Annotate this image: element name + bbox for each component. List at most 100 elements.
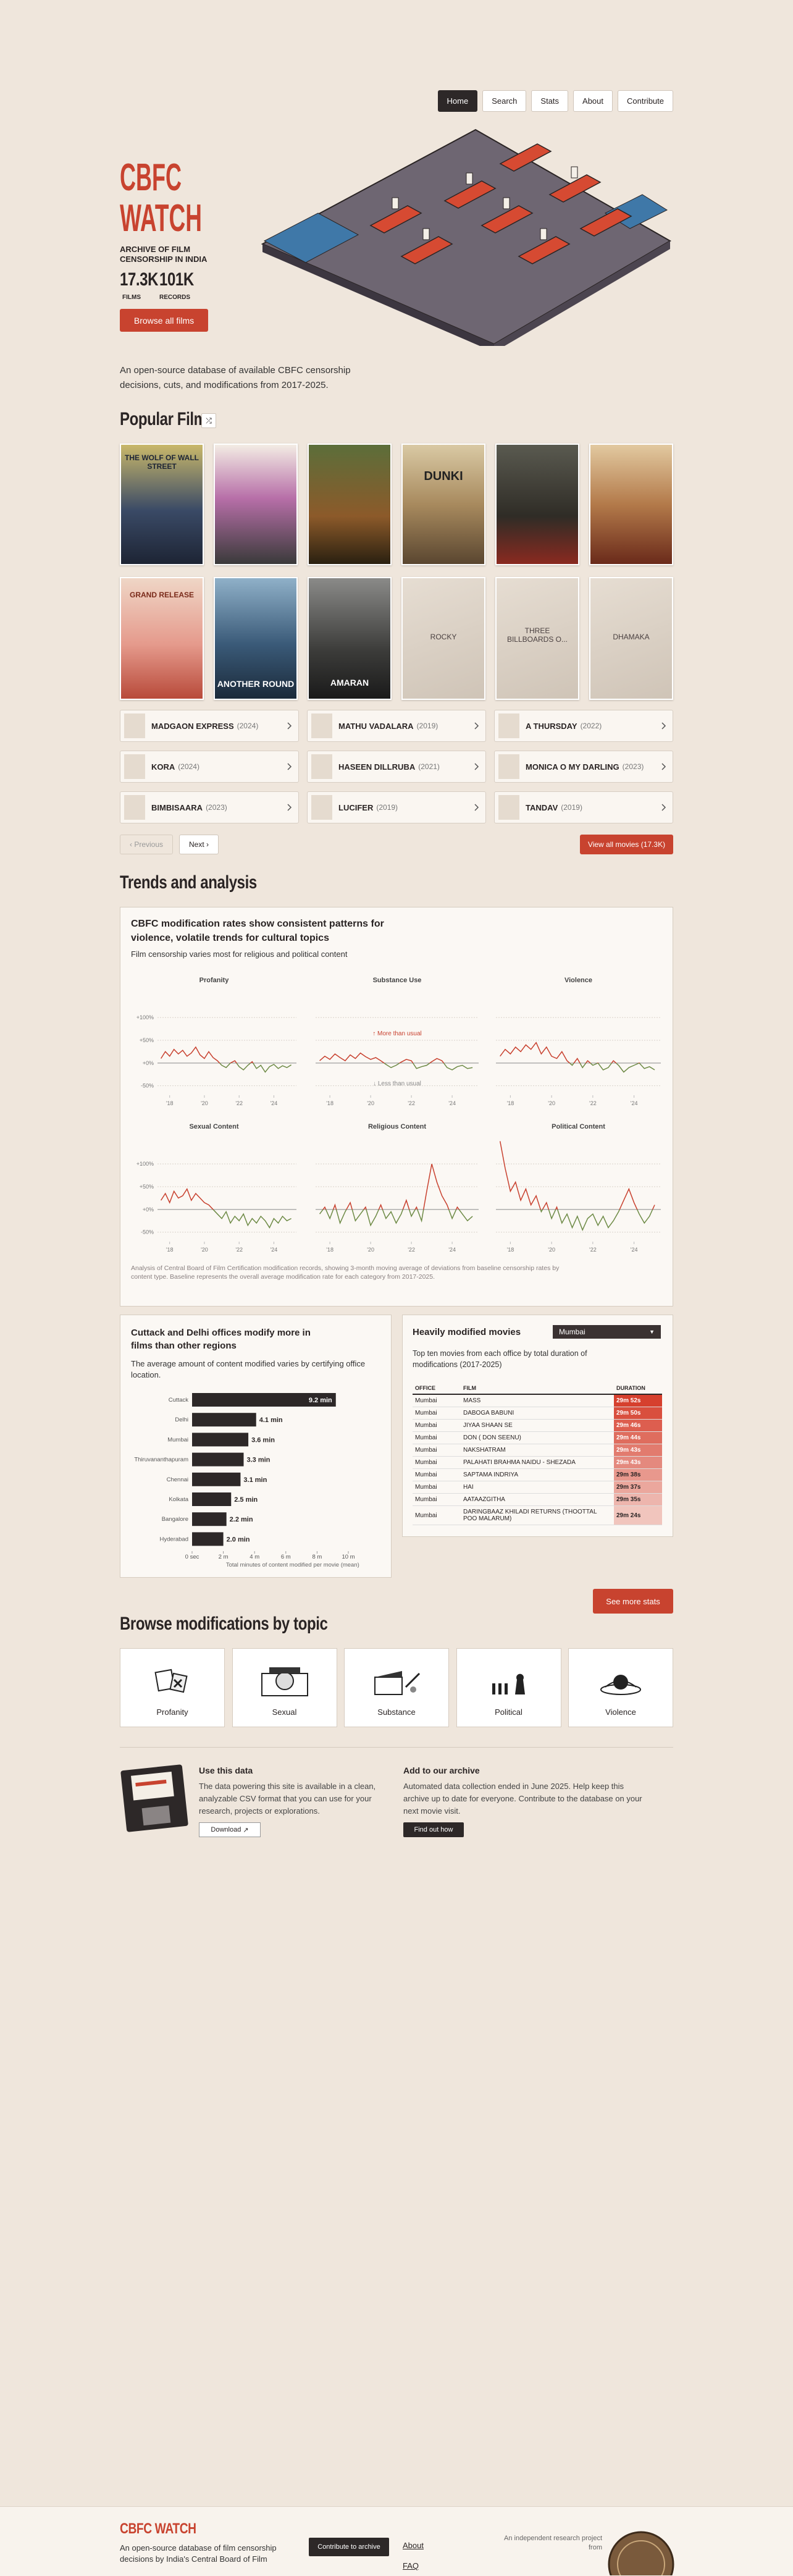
topic-card[interactable]: Profanity: [120, 1648, 225, 1727]
poster[interactable]: GRAND RELEASE: [120, 577, 204, 700]
poster[interactable]: [589, 444, 673, 565]
table-cell: Mumbai: [413, 1493, 461, 1506]
shuffle-button[interactable]: ⤮: [201, 413, 216, 428]
poster[interactable]: [495, 444, 579, 565]
film-year: (2019): [376, 803, 398, 812]
poster[interactable]: THE WOLF OF WALL STREET: [120, 444, 204, 565]
table-row: Mumbai NAKSHATRAM 29m 43s: [413, 1444, 662, 1457]
table-cell: Mumbai: [413, 1419, 461, 1432]
chevron-path: [474, 763, 479, 770]
topic-label: Violence: [605, 1707, 636, 1717]
chevron: [474, 804, 479, 811]
floppy-image: [120, 1764, 188, 1832]
contribute-button[interactable]: Contribute to archive: [309, 2538, 389, 2556]
film-thumb: [311, 754, 332, 779]
topic-card[interactable]: Sexual: [232, 1648, 337, 1727]
header-row: OFFICE FILM DURATION: [413, 1383, 662, 1395]
stat-value: 17.3K: [120, 269, 159, 290]
modified-title: Heavily modified movies: [413, 1327, 521, 1337]
table-row: Mumbai HAI 29m 37s: [413, 1481, 662, 1494]
poster[interactable]: [214, 444, 298, 565]
download-label: Download: [211, 1826, 241, 1833]
download-button[interactable]: Download ↗: [199, 1822, 261, 1837]
chevron-path: [287, 763, 292, 770]
section-heading: Popular Films: [120, 409, 238, 430]
film-item[interactable]: BIMBISAARA (2023): [120, 791, 299, 823]
offices-subtitle: The average amount of content modified v…: [131, 1359, 366, 1379]
poster-placeholder[interactable]: THREE BILLBOARDS O...: [495, 577, 579, 700]
nav-button[interactable]: Home: [437, 90, 478, 112]
poster[interactable]: ANOTHER ROUND: [214, 577, 298, 700]
table-cell: DABOGA BABUNI: [461, 1407, 614, 1420]
footer-link[interactable]: About: [403, 2541, 424, 2550]
archive-title: Add to our archive: [403, 1766, 480, 1775]
table-row: Mumbai MASS 29m 52s: [413, 1394, 662, 1407]
topic-card[interactable]: Substance: [344, 1648, 449, 1727]
topic-card[interactable]: Violence: [568, 1648, 673, 1727]
poster[interactable]: DUNKI: [401, 444, 485, 565]
table-cell: 29m 46s: [614, 1419, 662, 1432]
nav-button[interactable]: About: [573, 90, 613, 112]
film-title: A THURSDAY: [526, 721, 577, 731]
nav-button[interactable]: Stats: [531, 90, 569, 112]
film-item[interactable]: LUCIFER (2019): [307, 791, 486, 823]
table-cell: 29m 43s: [614, 1456, 662, 1469]
topic-icon: [600, 1675, 641, 1695]
previous-button[interactable]: ‹ Previous: [120, 835, 173, 854]
film-item[interactable]: MONICA O MY DARLING (2023): [494, 751, 673, 783]
film-title: LUCIFER: [338, 802, 374, 812]
nav-button[interactable]: Contribute: [618, 90, 673, 112]
film-item[interactable]: A THURSDAY (2022): [494, 710, 673, 742]
table-cell: SAPTAMA INDRIYA: [461, 1468, 614, 1481]
next-button[interactable]: Next ›: [179, 835, 219, 854]
logo-line: WATCH: [120, 197, 202, 240]
table-cell: Mumbai: [413, 1431, 461, 1444]
chevron: [287, 804, 292, 811]
section-heading: Popular Films: [120, 409, 215, 429]
film-item[interactable]: KORA (2024): [120, 751, 299, 783]
chevron-path: [287, 722, 292, 730]
use-data-title: Use this data: [199, 1766, 253, 1775]
footer-link[interactable]: FAQ: [403, 2561, 419, 2570]
film-item[interactable]: MADGAON EXPRESS (2024): [120, 710, 299, 742]
logo: CBFC WATCH: [120, 156, 202, 240]
film-item[interactable]: HASEEN DILLRUBA (2021): [307, 751, 486, 783]
film-item[interactable]: TANDAV (2019): [494, 791, 673, 823]
film-title: MONICA O MY DARLING: [526, 762, 619, 772]
poster[interactable]: [308, 444, 392, 565]
nav-button[interactable]: Search: [482, 90, 527, 112]
office-select[interactable]: Mumbai ▼: [553, 1325, 661, 1339]
poster-placeholder[interactable]: DHAMAKA: [589, 577, 673, 700]
stat-value: 101K: [159, 269, 194, 290]
film-title: HASEEN DILLRUBA: [338, 762, 416, 772]
film-item[interactable]: MATHU VADALARA (2019): [307, 710, 486, 742]
footer-logo: CBFC WATCH: [120, 2520, 216, 2538]
section-heading: Trends and analysis: [120, 872, 291, 893]
poster-text: THE WOLF OF WALL STREET: [125, 453, 199, 471]
film-year: (2022): [580, 722, 602, 730]
poster-text: DUNKI: [424, 469, 463, 483]
use-data-text: The data powering this site is available…: [199, 1782, 376, 1816]
select-value: Mumbai: [559, 1328, 585, 1336]
poster[interactable]: AMARAN: [308, 577, 392, 700]
table-cell: 29m 24s: [614, 1505, 662, 1525]
modified-table: OFFICE FILM DURATION Mumbai MASS 29m 52s Mumb…: [413, 1383, 662, 1525]
film-title: KORA: [151, 762, 175, 772]
hero-illustration: [261, 128, 671, 346]
browse-button[interactable]: Browse all films: [120, 309, 208, 332]
description: An open-source database of available CBF…: [120, 365, 351, 390]
table-cell: Mumbai: [413, 1444, 461, 1457]
topic-card[interactable]: Political: [456, 1648, 561, 1727]
table-cell: Mumbai: [413, 1505, 461, 1525]
film-title: MADGAON EXPRESS: [151, 721, 234, 731]
topic-icon: [261, 1667, 308, 1696]
stat-label: FILMS: [122, 294, 141, 301]
table-cell: DON ( DON SEENU): [461, 1431, 614, 1444]
poster-placeholder[interactable]: ROCKY: [401, 577, 485, 700]
table-row: Mumbai DABOGA BABUNI 29m 50s: [413, 1407, 662, 1420]
footer-logo: CBFC WATCH: [120, 2520, 196, 2537]
view-all-button[interactable]: View all movies (17.3K): [580, 835, 673, 854]
stats-button[interactable]: See more stats: [593, 1589, 673, 1614]
tagline: ARCHIVE OF FILM CENSORSHIP IN INDIA: [120, 245, 208, 264]
find-out-button[interactable]: Find out how: [403, 1822, 464, 1837]
